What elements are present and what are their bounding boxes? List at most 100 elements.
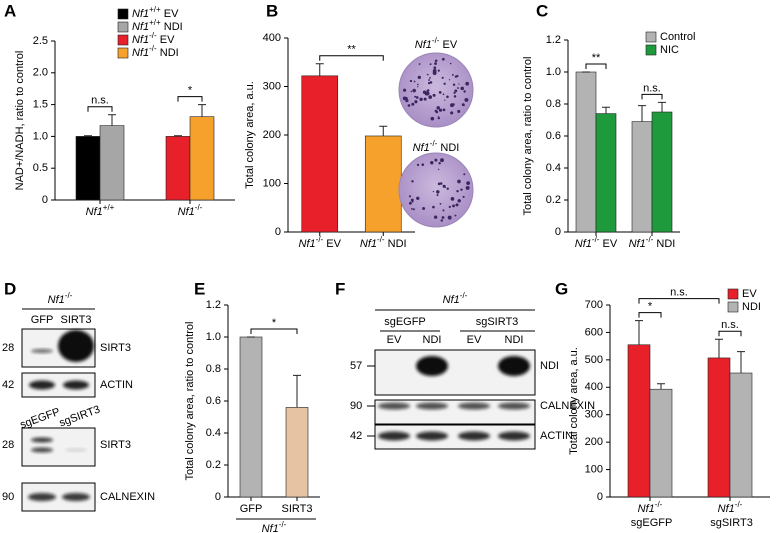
bar [707,357,731,498]
colony [443,82,446,85]
colony [436,194,439,197]
error-bar [174,135,182,137]
y-tick-label: 2.5 [33,35,48,47]
panel-letter: C [536,1,548,20]
y-tick-label: 500 [585,354,603,366]
legend-label: NDI [742,301,761,313]
colony [421,163,425,166]
y-tick-label: 1.2 [546,34,561,46]
colony [448,79,451,81]
legend-swatch [117,8,129,20]
colony [457,109,461,113]
colony [414,95,417,98]
colony [462,195,465,199]
colony [402,96,407,101]
lane-label: EV [467,334,482,346]
blot-band [31,447,53,453]
colony [438,109,441,111]
colony [410,90,413,93]
colony [439,202,442,205]
significance-bracket [250,328,298,334]
colony-dish [398,52,474,128]
colony [434,109,438,113]
protein-label: ACTIN [100,379,133,391]
mw-marker: 57 [350,360,362,372]
colony [417,83,419,86]
colony [416,196,420,201]
lane-label: SIRT3 [61,314,92,326]
colony [446,187,449,190]
colony [409,79,413,83]
panel-letter: B [266,1,278,20]
bar [627,344,651,498]
colony [441,76,444,79]
bar [99,125,125,201]
colony [432,68,437,73]
colony [439,182,443,185]
y-tick-label: 0.2 [206,459,221,471]
bar [651,111,673,233]
y-tick-label: 100 [585,463,603,475]
y-tick-label: 300 [585,409,603,421]
bar [595,113,617,233]
colony [452,204,455,208]
colony [453,95,457,98]
y-tick-label: 1.0 [546,66,561,78]
bar [729,372,753,498]
mw-marker: 28 [2,439,14,451]
colony [410,208,413,210]
y-tick-label: 0.4 [546,162,561,174]
colony-dish [398,152,474,228]
y-tick-label: 400 [263,32,281,44]
colony [405,99,409,103]
colony [465,81,469,86]
x-tick-label: Nf1-/- [178,203,203,218]
colony [449,62,452,65]
y-axis-label: Total colony area, a.u. [244,81,256,189]
colony [429,63,432,66]
significance-label: ** [592,52,601,64]
protein-label: SIRT3 [100,439,131,451]
colony [403,88,407,92]
colony [430,161,434,165]
colony [414,100,418,104]
colony [429,81,433,84]
colony [426,89,429,92]
colony [455,203,459,207]
colony [415,96,419,99]
legend-label: EV [742,288,757,300]
error-bar [293,374,301,408]
blot-band [416,356,448,376]
colony [412,208,415,211]
error-bar [379,125,388,136]
dish-label: Nf1-/- NDI [413,139,460,154]
colony [434,158,438,162]
bar [189,116,215,201]
significance-bracket [641,93,663,100]
y-axis-label: Total colony area, a.u. [568,347,580,455]
colony [441,57,445,61]
bar [649,388,673,498]
colony [438,108,443,112]
colony [416,163,420,167]
error-bar [108,114,116,126]
x-tick-label: GFP [240,503,263,515]
blot-band [416,402,448,410]
protein-label: SIRT3 [100,342,131,354]
legend-label: NIC [660,44,679,56]
y-tick-label: 0 [42,194,48,206]
colony [438,162,441,165]
blot-band [416,431,448,441]
colony [428,79,430,81]
y-tick-label: 0.5 [33,162,48,174]
y-axis-label: Total colony area, ratio to control [522,57,534,216]
lane-label: EV [387,334,402,346]
bar [75,136,101,201]
lane-label: GFP [31,314,54,326]
y-tick-label: 0.6 [546,130,561,142]
colony [417,86,419,88]
genotype-label: Nf1-/- [443,291,468,306]
y-tick-label: 300 [263,80,281,92]
genotype-label: Nf1-/- [48,291,73,306]
legend-label: Nf1+/+ EV [132,5,179,20]
